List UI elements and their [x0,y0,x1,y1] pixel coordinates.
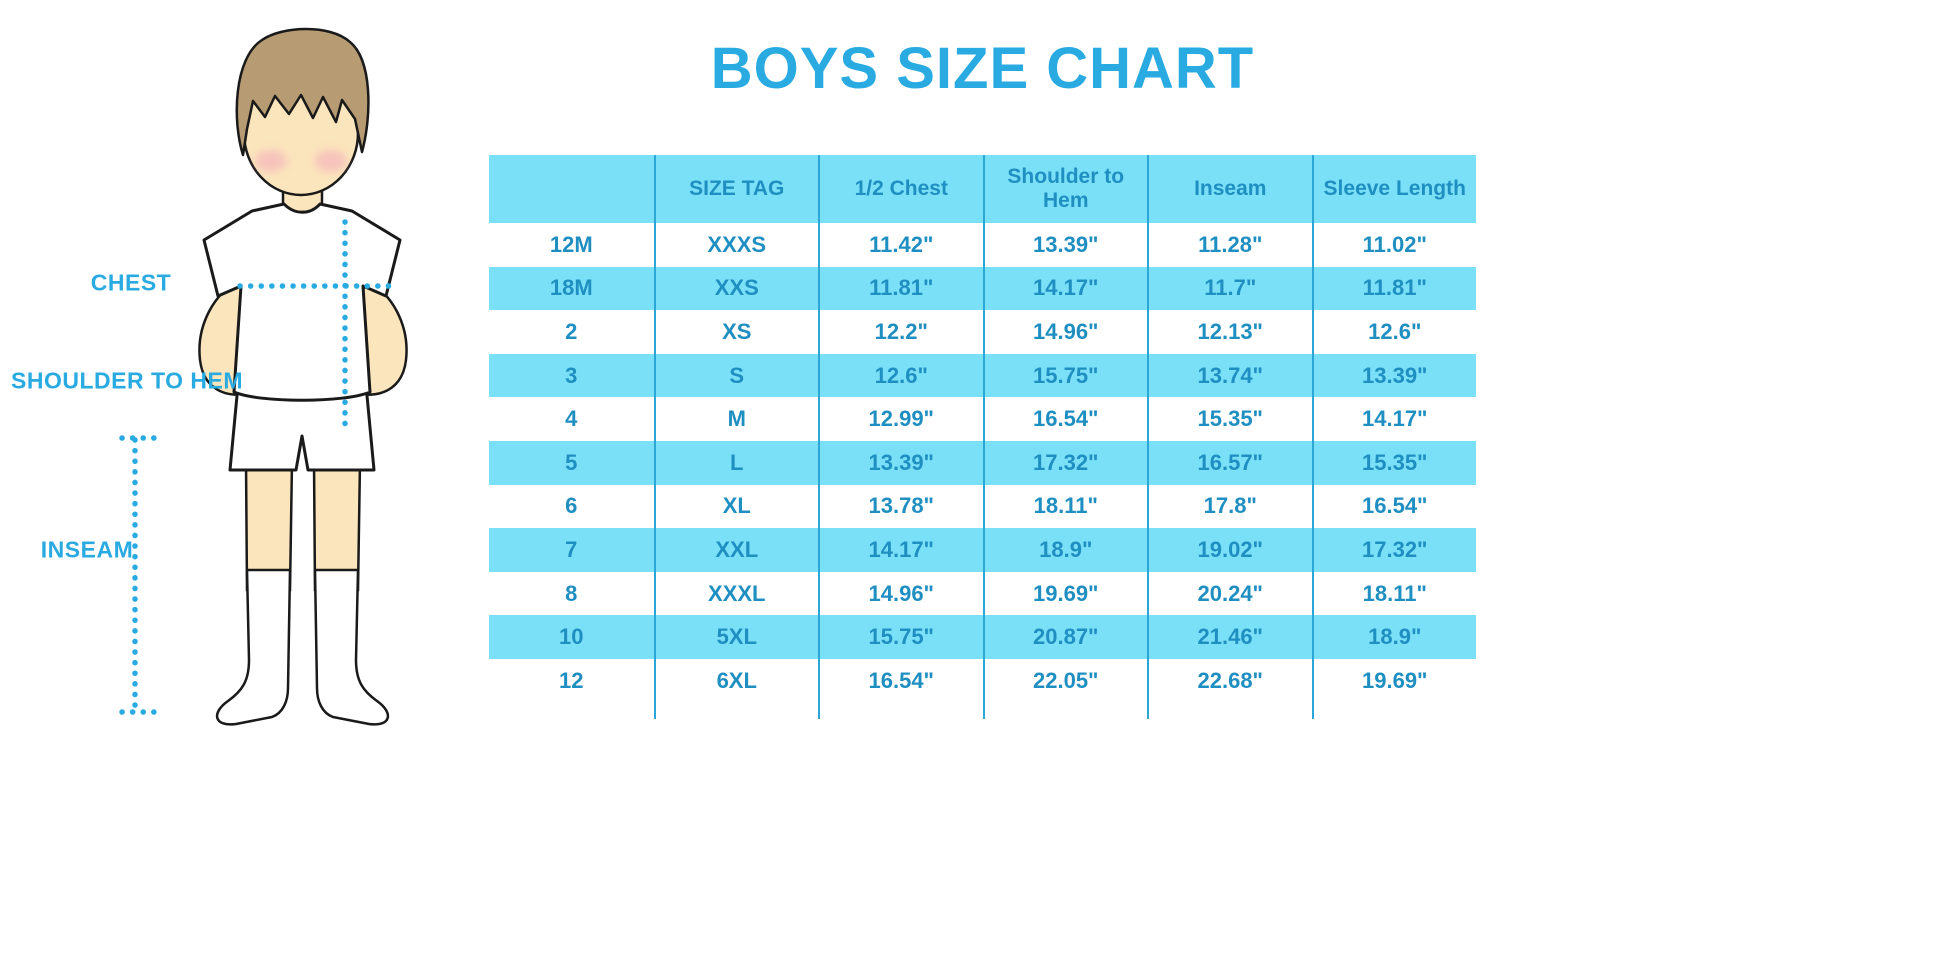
size-value-cell: 18.9" [982,528,1147,572]
size-value-cell: 14.17" [818,528,983,572]
size-value-cell: XL [653,484,819,529]
size-value-cell: 21.46" [1147,615,1312,659]
page-title: BOYS SIZE CHART [710,36,1255,101]
size-value-cell: 12.13" [1147,310,1312,354]
boy-left-sock [216,568,292,726]
boy-right-sock [313,568,389,726]
boy-right-arm [350,278,408,396]
row-size-label: 8 [565,580,578,606]
size-value-cell: 17.8" [1147,484,1312,529]
row-size-label: 5 [489,440,654,485]
size-value-cell: 17.32" [982,440,1147,485]
size-value-cell: 14.17" [1311,397,1477,441]
size-value-cell: 13.74" [1147,353,1312,398]
column-header: SIZE TAG [653,155,818,223]
size-value-cell: 14.17" [982,266,1147,311]
size-value-cell: 18.9" [1311,615,1476,659]
size-value-cell: 12.2" [818,310,983,354]
shoulder-to-hem-label: SHOULDER TO HEM [11,367,243,394]
size-value-cell: 14.96" [818,571,983,616]
column-header: Sleeve Length [1311,155,1476,223]
row-size-label: 3 [489,353,654,398]
size-value-cell: XXXS [653,223,819,267]
size-value-cell: 19.69" [1311,658,1477,703]
size-value-cell: 12.99" [818,397,983,441]
column-header: Shoulder to Hem [982,155,1147,223]
size-value-cell: 12.6" [818,353,983,398]
size-chart-table: SIZE TAG 1/2 Chest Shoulder to Hem Inseam Sl… [489,155,1476,719]
size-value-cell: 22.05" [982,658,1148,703]
size-value-cell: XS [653,310,819,354]
boy-face [242,69,360,197]
boy-left-leg [244,460,294,592]
boy-hair [235,27,370,157]
size-value-cell: 11.7" [1147,266,1312,311]
size-value-cell: M [653,397,819,441]
boy-right-blush [315,150,347,172]
size-value-cell: XXS [653,266,818,311]
size-value-cell: 11.02" [1311,223,1477,267]
size-value-cell: 11.28" [1147,223,1312,267]
table-tail-spacer [982,702,1148,719]
size-value-cell: 15.75" [982,353,1147,398]
size-value-cell: XXL [653,528,818,572]
size-value-cell: 17.32" [1311,528,1476,572]
size-value-cell: 14.96" [982,310,1148,354]
inseam-label: INSEAM [40,536,134,563]
column-header: Inseam [1147,155,1312,223]
size-value-cell: 20.24" [1147,571,1312,616]
size-value-cell: XXXL [653,571,819,616]
size-value-cell: 16.54" [982,397,1148,441]
size-value-cell: 12.6" [1311,310,1477,354]
size-value-cell: 11.42" [818,223,983,267]
boy-shorts [228,383,376,472]
size-value-cell: 16.54" [1311,484,1477,529]
size-value-cell: 19.69" [982,571,1148,616]
size-value-cell: 16.54" [818,658,983,703]
table-tail-spacer [1311,702,1477,719]
size-value-cell: 16.57" [1147,440,1312,485]
table-tail-spacer [489,703,654,719]
size-value-cell: 18.11" [1311,571,1477,616]
size-value-cell: 13.39" [1311,353,1476,398]
table-tail-spacer [653,702,819,719]
size-value-cell: 19.02" [1147,528,1312,572]
table-tail-spacer [818,702,983,719]
size-value-cell: 20.87" [982,615,1147,659]
size-value-cell: 15.35" [1147,397,1312,441]
row-size-label: 4 [565,406,578,432]
chest-label: CHEST [90,269,172,296]
size-value-cell: 18.11" [982,484,1148,529]
boy-left-blush [255,150,287,172]
size-value-cell: S [653,353,818,398]
size-value-cell: 13.39" [982,223,1148,267]
size-value-cell: L [653,440,818,485]
boy-right-leg [312,460,362,592]
row-size-label: 10 [489,615,654,659]
row-size-label: 2 [565,318,578,344]
size-value-cell: 11.81" [1311,266,1476,311]
size-value-cell: 5XL [653,615,818,659]
row-size-label: 18M [489,266,654,311]
row-size-label: 12 [559,667,584,693]
size-value-cell: 15.35" [1311,440,1476,485]
row-size-label: 12M [549,231,593,257]
size-value-cell: 15.75" [818,615,983,659]
size-value-cell: 13.39" [818,440,983,485]
size-value-cell: 6XL [653,658,819,703]
boy-neck [281,168,324,214]
size-value-cell: 22.68" [1147,658,1312,703]
table-tail-spacer [1147,702,1312,719]
boy-measurement-illustration [119,27,408,726]
column-header: 1/2 Chest [818,155,983,223]
column-header [489,155,654,223]
row-size-label: 6 [565,493,578,519]
size-value-cell: 13.78" [818,484,983,529]
row-size-label: 7 [489,528,654,572]
size-value-cell: 11.81" [818,266,983,311]
